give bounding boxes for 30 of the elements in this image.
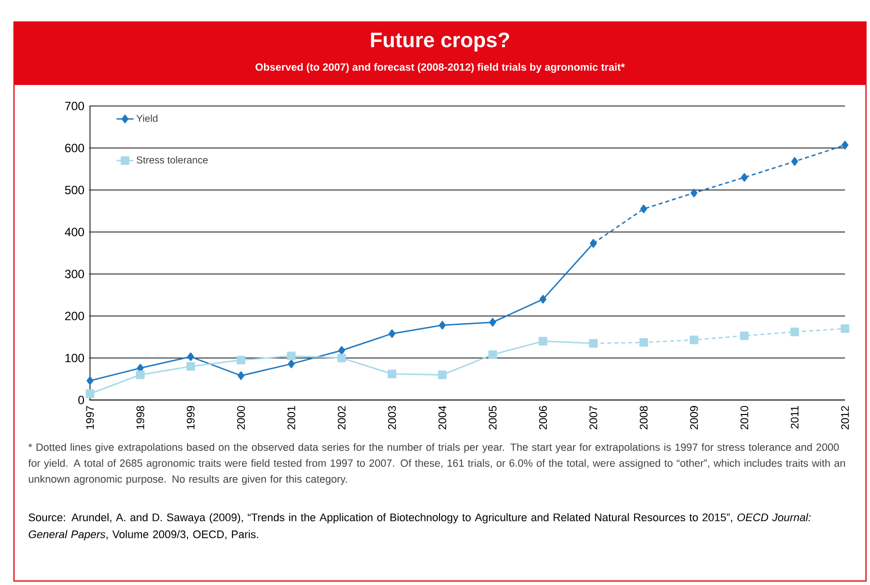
x-tick-label: 1999 [186, 406, 195, 430]
x-tick-label: 2011 [790, 406, 799, 429]
x-tick-label: 2004 [438, 406, 446, 430]
x-tick-label: 2001 [287, 406, 296, 430]
y-tick-label: 200 [65, 312, 84, 320]
x-tick-label: 1997 [86, 406, 94, 430]
y-tick-label: 100 [65, 354, 84, 362]
text: * Dotted lines give extrapolations based on the observed data series for the number of trials per year. The start year for extrapolations is 1997 for stress tolerance and 2000 for yield. A total of 2685 agronomic traits were field tested from 1997 to 2007. Of these, 161 trials, or 6.0% of the total, were assigned to “other”, which includes traits with an unknown agronomic purpose. No results are given for this category. [28, 443, 845, 485]
x-tick-label: 2008 [640, 406, 648, 430]
y-tick-label: 600 [65, 144, 84, 152]
y-tick-label: 500 [65, 186, 84, 194]
chart-subtitle: Observed (to 2007) and forecast (2008-2012) field trials by agronomic trait* [256, 63, 625, 73]
x-tick-label: 2000 [237, 406, 245, 430]
x-tick-label: 2009 [690, 406, 698, 430]
y-tick-label: 0 [78, 396, 84, 404]
text: Source: Arundel, A. and D. Sawaya (2009), “Trends in the Application of Biotechnology to Agriculture and Related Natural Resources to 2015”, OECD Journal: General Papers, Volume 2009/3, OECD, Paris. [28, 513, 811, 540]
x-tick-label: 2007 [589, 406, 598, 430]
y-tick-label: 400 [64, 228, 84, 236]
x-tick-label: 1998 [136, 406, 144, 430]
x-tick-label: 2010 [740, 406, 748, 430]
chart-title: Future crops? [371, 32, 510, 52]
y-tick-label: 300 [64, 270, 84, 278]
x-tick-label: 2003 [388, 406, 396, 430]
x-tick-label: 2002 [338, 406, 346, 430]
y-tick-label: 700 [65, 102, 84, 110]
x-tick-label: 2012 [841, 406, 849, 430]
x-tick-label: 2006 [539, 406, 547, 430]
x-tick-label: 2005 [488, 406, 497, 430]
legend-label: Stress tolerance [136, 156, 208, 164]
legend-label: Yield [136, 114, 158, 122]
